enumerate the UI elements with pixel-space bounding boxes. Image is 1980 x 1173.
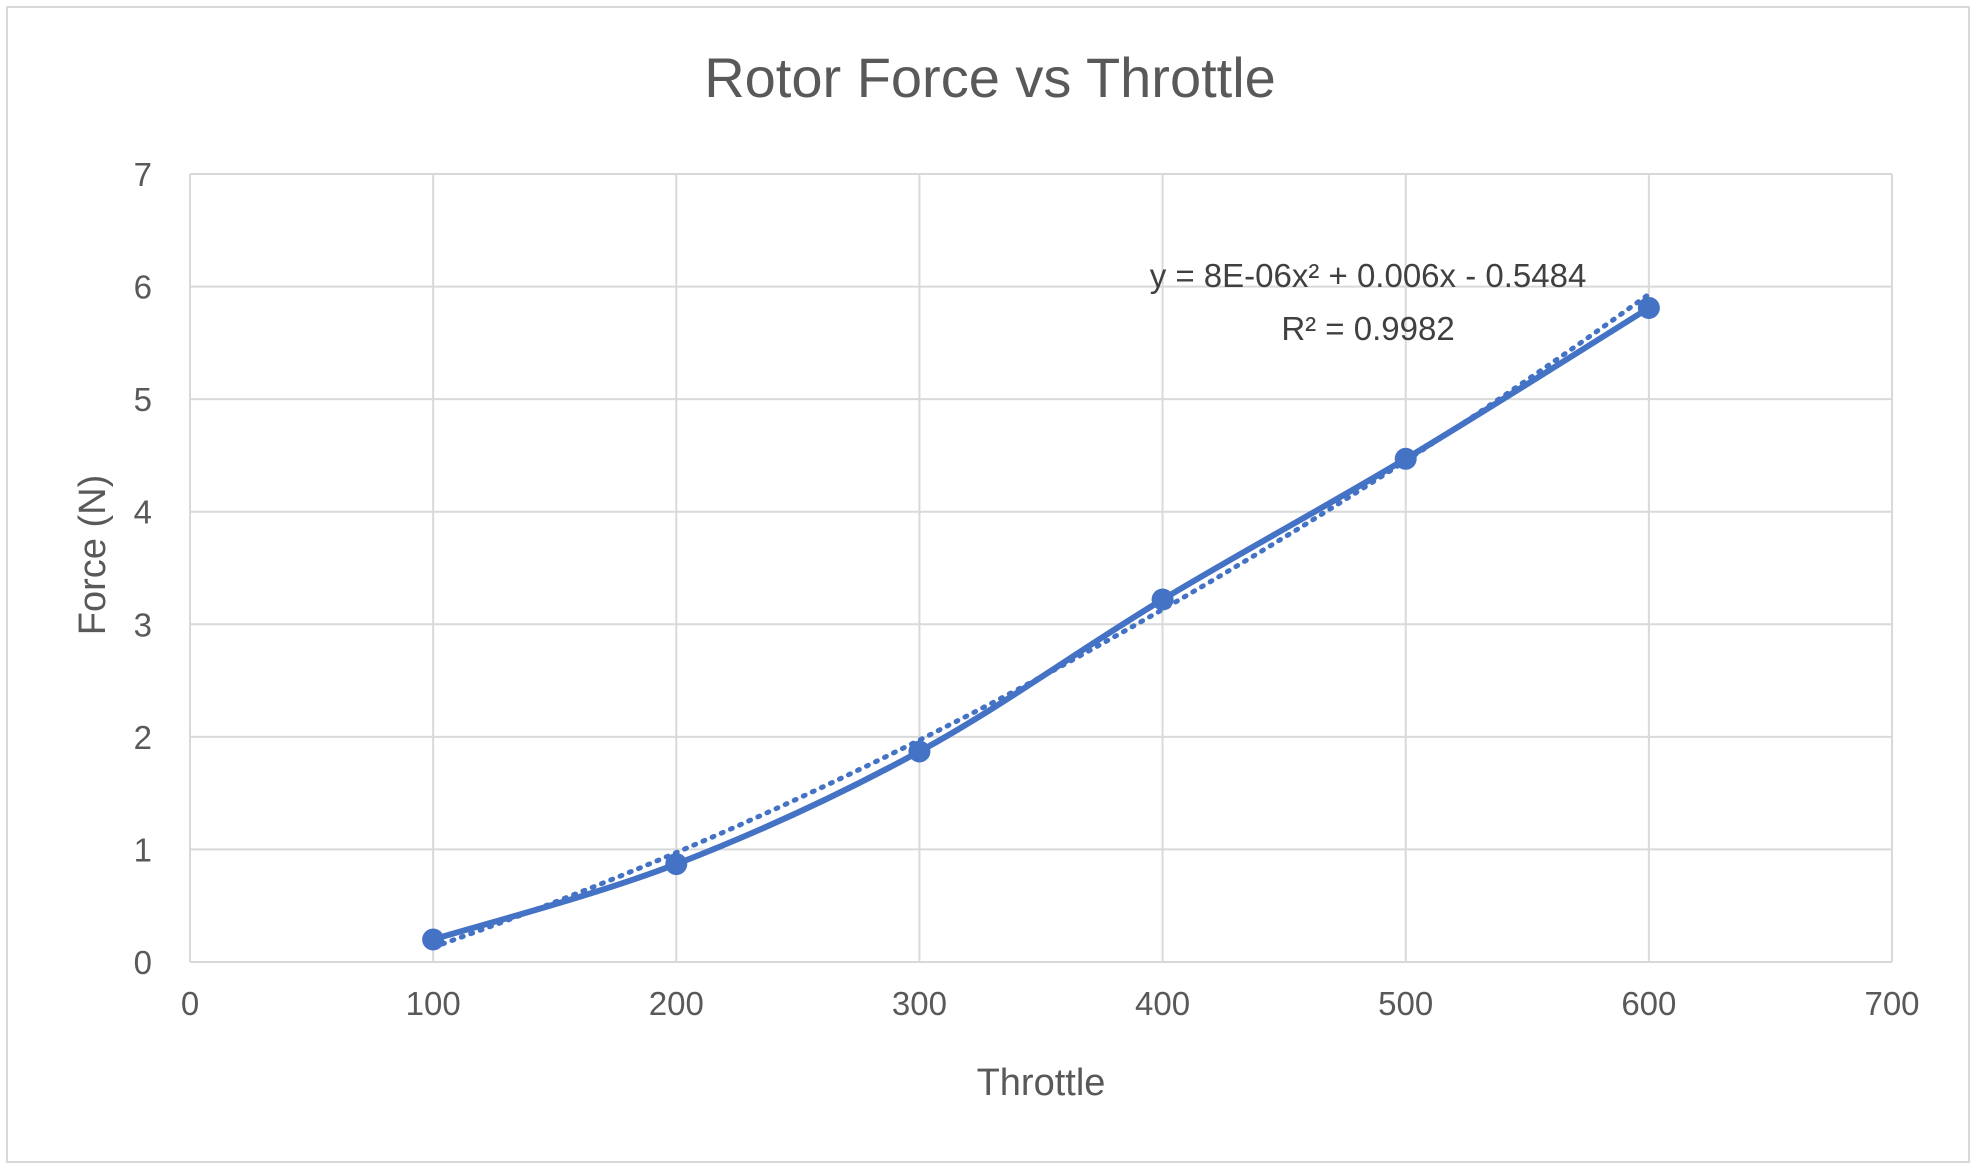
y-axis-title: Force (N)	[72, 475, 114, 635]
tick-labels: 0 100 200 300 400 500 600 700 0 1 2 3 4 5 6 7	[134, 156, 1920, 1022]
x-tick-label-400: 400	[1135, 985, 1190, 1022]
grid	[189, 173, 1893, 963]
chart-title: Rotor Force vs Throttle	[704, 46, 1276, 109]
y-tick-label-7: 7	[134, 156, 152, 193]
x-tick-label-100: 100	[406, 985, 461, 1022]
series-line	[432, 305, 1651, 943]
x-axis-title: Throttle	[977, 1062, 1106, 1104]
data-point-300	[908, 740, 931, 763]
y-tick-label-0: 0	[134, 944, 152, 981]
y-tick-label-3: 3	[134, 606, 152, 643]
data-point-600	[1637, 296, 1660, 319]
data-series	[422, 296, 1660, 951]
y-tick-label-1: 1	[134, 831, 152, 868]
y-tick-label-2: 2	[134, 719, 152, 756]
trendline-equation: y = 8E-06x² + 0.006x - 0.5484	[1150, 257, 1587, 294]
data-point-400	[1151, 588, 1174, 611]
x-tick-label-0: 0	[181, 985, 199, 1022]
x-tick-label-600: 600	[1621, 985, 1676, 1022]
y-tick-label-4: 4	[134, 494, 152, 531]
x-tick-label-300: 300	[892, 985, 947, 1022]
y-tick-label-6: 6	[134, 269, 152, 306]
data-point-500	[1394, 447, 1417, 470]
x-tick-label-200: 200	[649, 985, 704, 1022]
data-point-100	[422, 928, 445, 951]
x-tick-label-500: 500	[1378, 985, 1433, 1022]
trendline-r-squared: R² = 0.9982	[1281, 310, 1454, 347]
data-point-200	[665, 853, 688, 876]
x-tick-label-700: 700	[1864, 985, 1919, 1022]
chart-frame	[6, 6, 1970, 1163]
y-tick-label-5: 5	[134, 381, 152, 418]
